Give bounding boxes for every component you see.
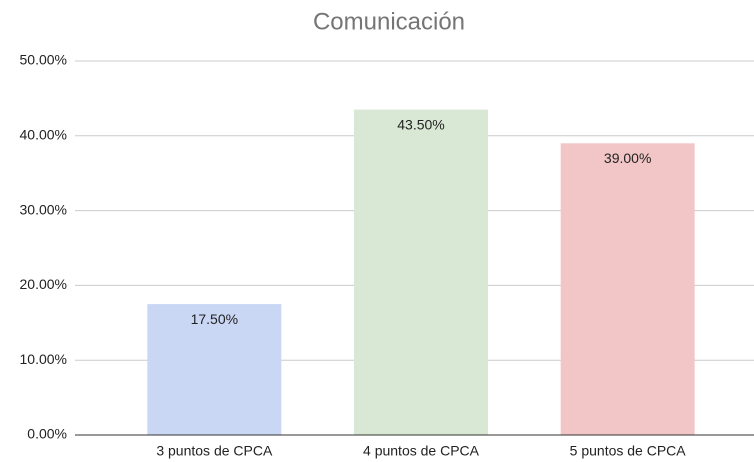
y-tick-label: 20.00%: [20, 276, 67, 292]
bar: [147, 304, 282, 435]
bar: [560, 143, 695, 435]
y-tick-label: 30.00%: [20, 201, 67, 217]
y-tick-label: 40.00%: [20, 127, 67, 143]
x-tick-label: 5 puntos de CPCA: [570, 443, 687, 459]
chart-title: Comunicación: [313, 8, 465, 35]
y-tick-label: 0.00%: [27, 426, 67, 442]
x-tick-label: 4 puntos de CPCA: [363, 443, 480, 459]
data-label: 17.50%: [191, 311, 238, 327]
bar: [354, 109, 488, 436]
data-label: 39.00%: [604, 150, 651, 166]
y-tick-label: 50.00%: [20, 52, 67, 68]
y-tick-label: 10.00%: [20, 351, 67, 367]
x-tick-label: 3 puntos de CPCA: [156, 443, 273, 459]
data-label: 43.50%: [397, 116, 444, 132]
